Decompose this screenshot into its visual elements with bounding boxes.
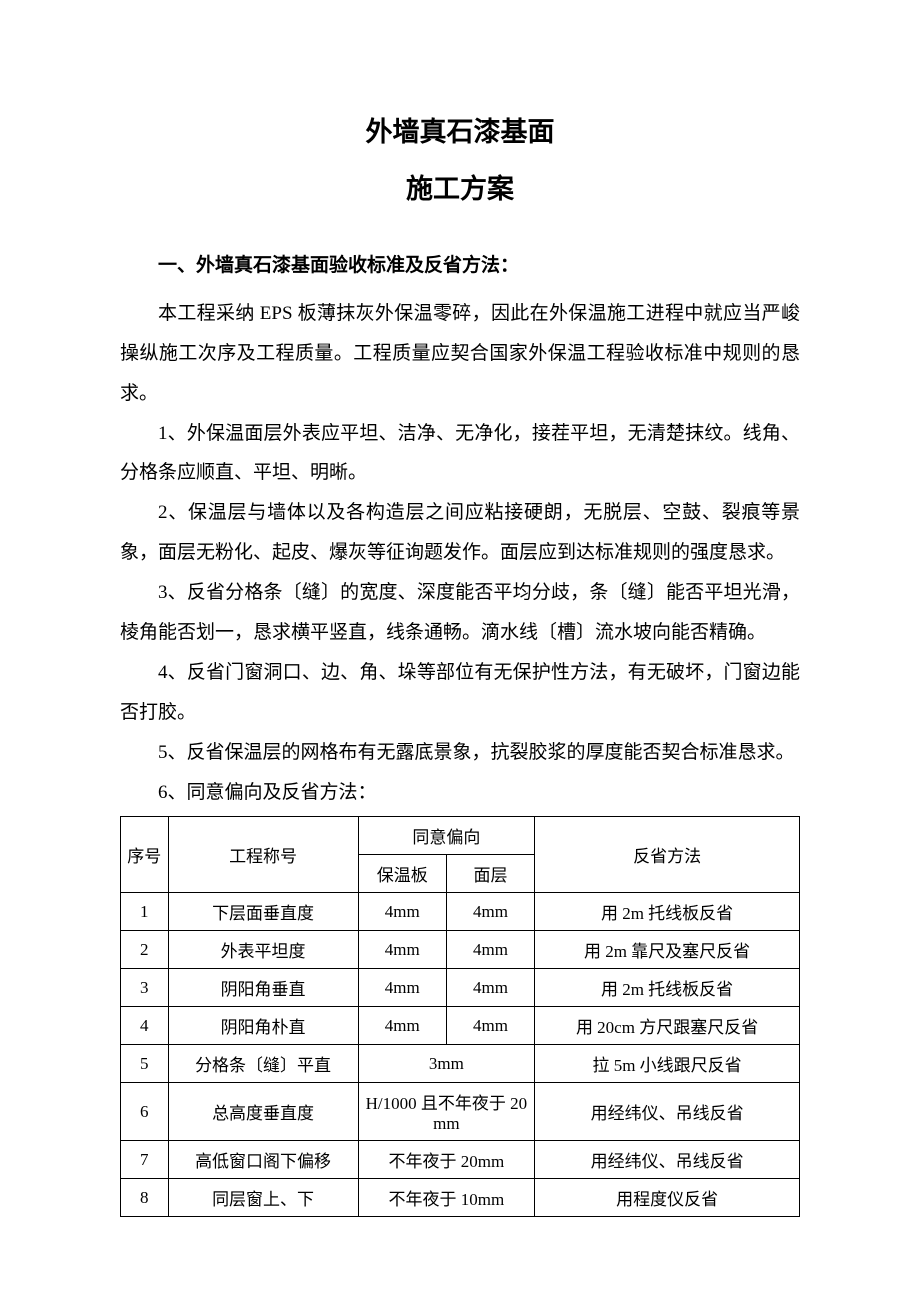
cell-deviation-merged: 3mm — [358, 1045, 535, 1083]
cell-seq: 4 — [121, 1007, 169, 1045]
paragraph: 3、反省分格条〔缝〕的宽度、深度能否平均分歧，条〔缝〕能否平坦光滑，棱角能否划一… — [120, 573, 800, 653]
cell-deviation-insulation: 4mm — [358, 893, 446, 931]
col-header-method: 反省方法 — [535, 817, 800, 893]
cell-seq: 8 — [121, 1179, 169, 1217]
table-body: 1下层面垂直度4mm4mm用 2m 托线板反省2外表平坦度4mm4mm用 2m … — [121, 893, 800, 1217]
cell-deviation-merged: 不年夜于 10mm — [358, 1179, 535, 1217]
cell-method: 用经纬仪、吊线反省 — [535, 1083, 800, 1141]
cell-seq: 1 — [121, 893, 169, 931]
table-row: 3阴阳角垂直4mm4mm用 2m 托线板反省 — [121, 969, 800, 1007]
cell-deviation-insulation: 4mm — [358, 1007, 446, 1045]
col-header-surface: 面层 — [446, 855, 534, 893]
cell-method: 用 2m 托线板反省 — [535, 969, 800, 1007]
col-header-insulation: 保温板 — [358, 855, 446, 893]
table-header-row: 序号 工程称号 同意偏向 反省方法 — [121, 817, 800, 855]
cell-name: 下层面垂直度 — [168, 893, 358, 931]
cell-seq: 7 — [121, 1141, 169, 1179]
doc-subtitle: 施工方案 — [120, 167, 800, 206]
paragraph: 2、保温层与墙体以及各构造层之间应粘接硬朗，无脱层、空鼓、裂痕等景象，面层无粉化… — [120, 493, 800, 573]
cell-name: 总高度垂直度 — [168, 1083, 358, 1141]
table-row: 4阴阳角朴直4mm4mm用 20cm 方尺跟塞尺反省 — [121, 1007, 800, 1045]
cell-method: 用 2m 靠尺及塞尺反省 — [535, 931, 800, 969]
col-header-deviation: 同意偏向 — [358, 817, 535, 855]
deviation-table: 序号 工程称号 同意偏向 反省方法 保温板 面层 1下层面垂直度4mm4mm用 … — [120, 816, 800, 1217]
cell-seq: 5 — [121, 1045, 169, 1083]
table-row: 6总高度垂直度H/1000 且不年夜于 20 mm用经纬仪、吊线反省 — [121, 1083, 800, 1141]
cell-name: 外表平坦度 — [168, 931, 358, 969]
cell-method: 用经纬仪、吊线反省 — [535, 1141, 800, 1179]
table-row: 7高低窗口阁下偏移不年夜于 20mm用经纬仪、吊线反省 — [121, 1141, 800, 1179]
cell-deviation-insulation: 4mm — [358, 931, 446, 969]
cell-seq: 2 — [121, 931, 169, 969]
paragraph: 4、反省门窗洞口、边、角、垛等部位有无保护性方法，有无破坏，门窗边能否打胶。 — [120, 653, 800, 733]
cell-deviation-surface: 4mm — [446, 931, 534, 969]
cell-method: 拉 5m 小线跟尺反省 — [535, 1045, 800, 1083]
cell-deviation-merged: 不年夜于 20mm — [358, 1141, 535, 1179]
paragraph: 6、同意偏向及反省方法： — [120, 773, 800, 813]
col-header-seq: 序号 — [121, 817, 169, 893]
paragraph: 5、反省保温层的网格布有无露底景象，抗裂胶浆的厚度能否契合标准恳求。 — [120, 733, 800, 773]
cell-seq: 6 — [121, 1083, 169, 1141]
cell-deviation-surface: 4mm — [446, 1007, 534, 1045]
cell-name: 阴阳角朴直 — [168, 1007, 358, 1045]
cell-deviation-insulation: 4mm — [358, 969, 446, 1007]
paragraph: 本工程采纳 EPS 板薄抹灰外保温零碎，因此在外保温施工进程中就应当严峻操纵施工… — [120, 294, 800, 414]
table-row: 8同层窗上、下不年夜于 10mm用程度仪反省 — [121, 1179, 800, 1217]
table-header: 序号 工程称号 同意偏向 反省方法 保温板 面层 — [121, 817, 800, 893]
cell-deviation-surface: 4mm — [446, 969, 534, 1007]
section-heading: 一、外墙真石漆基面验收标准及反省方法： — [120, 246, 800, 286]
cell-name: 同层窗上、下 — [168, 1179, 358, 1217]
table-row: 1下层面垂直度4mm4mm用 2m 托线板反省 — [121, 893, 800, 931]
col-header-name: 工程称号 — [168, 817, 358, 893]
cell-deviation-surface: 4mm — [446, 893, 534, 931]
table-row: 2外表平坦度4mm4mm用 2m 靠尺及塞尺反省 — [121, 931, 800, 969]
cell-name: 高低窗口阁下偏移 — [168, 1141, 358, 1179]
cell-method: 用 2m 托线板反省 — [535, 893, 800, 931]
cell-name: 阴阳角垂直 — [168, 969, 358, 1007]
cell-method: 用程度仪反省 — [535, 1179, 800, 1217]
cell-method: 用 20cm 方尺跟塞尺反省 — [535, 1007, 800, 1045]
table-row: 5分格条〔缝〕平直3mm拉 5m 小线跟尺反省 — [121, 1045, 800, 1083]
cell-seq: 3 — [121, 969, 169, 1007]
cell-name: 分格条〔缝〕平直 — [168, 1045, 358, 1083]
doc-title: 外墙真石漆基面 — [120, 110, 800, 149]
paragraph: 1、外保温面层外表应平坦、洁净、无净化，接茬平坦，无清楚抹纹。线角、分格条应顺直… — [120, 414, 800, 494]
cell-deviation-merged: H/1000 且不年夜于 20 mm — [358, 1083, 535, 1141]
document-page: 外墙真石漆基面 施工方案 一、外墙真石漆基面验收标准及反省方法： 本工程采纳 E… — [0, 0, 920, 1302]
